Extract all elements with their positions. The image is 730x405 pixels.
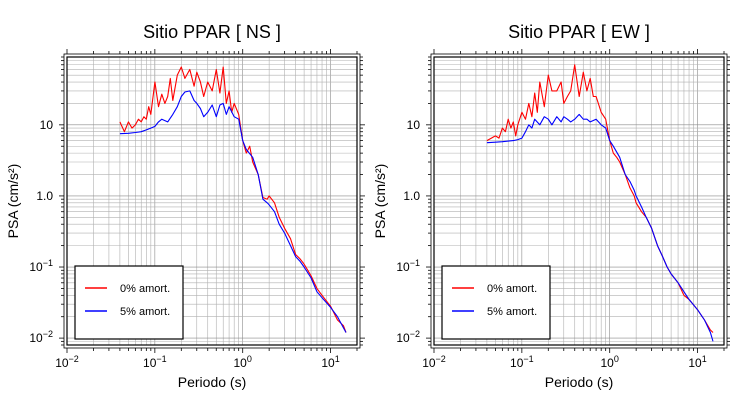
series-line-blue	[119, 90, 347, 333]
x-axis-label: Periodo (s)	[178, 374, 246, 390]
plot-frame	[433, 56, 725, 346]
plot-frame-outer	[63, 53, 361, 349]
y-tick-label: 10	[407, 118, 421, 132]
legend-label: 5% amort.	[487, 306, 537, 318]
x-tick-label: 101	[321, 354, 339, 370]
series-line-blue	[486, 113, 714, 342]
x-tick-label: 10−2	[422, 354, 446, 370]
chart-title: Sitio PPAR [ EW ]	[508, 22, 650, 42]
legend-label: 5% amort.	[120, 306, 170, 318]
legend-label: 0% amort.	[487, 283, 537, 295]
y-tick-label: 10−1	[29, 258, 53, 274]
x-tick-label: 100	[234, 354, 252, 370]
legend-box	[74, 265, 184, 340]
legend: 0% amort. 5% amort.	[441, 265, 551, 340]
chart-title: Sitio PPAR [ NS ]	[143, 22, 281, 42]
y-tick-label: 10−1	[396, 258, 420, 274]
series-line-red	[119, 66, 347, 333]
legend-label: 0% amort.	[120, 283, 170, 295]
chart-panel-2: 10−2 10−1 100 101 10−2 10−1 1.0 10 Sitio PPAR [ …	[372, 22, 730, 390]
plot-frame	[66, 56, 358, 346]
y-axis-label: PSA (cm/s²)	[5, 164, 21, 239]
plot-frame-outer	[430, 53, 728, 349]
y-tick-label: 1.0	[403, 189, 420, 203]
y-tick-label: 10	[40, 118, 54, 132]
x-tick-label: 10−2	[55, 354, 79, 370]
y-axis-label: PSA (cm/s²)	[372, 164, 388, 239]
legend: 0% amort. 5% amort.	[74, 265, 184, 340]
x-tick-label: 10−1	[143, 354, 167, 370]
x-axis-label: Periodo (s)	[545, 374, 613, 390]
x-tick-label: 10−1	[510, 354, 534, 370]
x-tick-label: 100	[601, 354, 619, 370]
x-tick-label: 101	[688, 354, 706, 370]
legend-box	[441, 265, 551, 340]
y-tick-label: 1.0	[36, 189, 53, 203]
y-tick-label: 10−2	[396, 329, 420, 345]
chart-panel-1: 10−2 10−1 100 101 10−2 10−1 1.0 10 Sitio PPAR [ …	[5, 22, 365, 390]
y-tick-label: 10−2	[29, 329, 53, 345]
